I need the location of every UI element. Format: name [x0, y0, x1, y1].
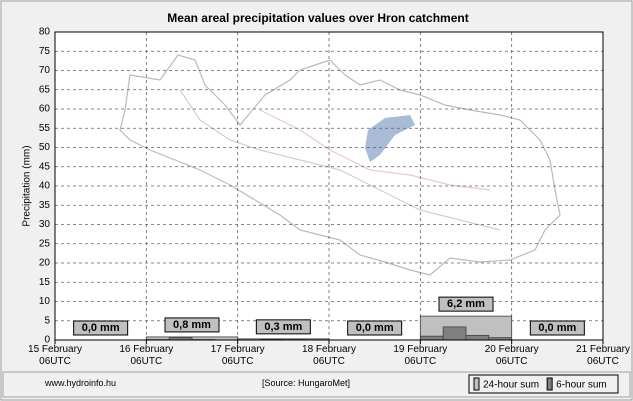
- x-tick-label: 21 February 06UTC: [576, 344, 630, 367]
- x-tick-label: 15 February 06UTC: [28, 344, 82, 367]
- value-label-box: [529, 320, 585, 336]
- y-tick-label: 75: [39, 46, 51, 57]
- x-tick-label: 20 February 06UTC: [484, 344, 539, 367]
- x-tick-label: 18 February 06UTC: [302, 344, 356, 367]
- x-tick-label: 19 February 06UTC: [393, 344, 448, 367]
- footer-left: www.hydroinfo.hu: [45, 378, 117, 388]
- x-tick-label: 16 February 06UTC: [119, 344, 174, 367]
- catchment-map: [119, 54, 561, 276]
- value-label-box: [438, 296, 494, 312]
- legend-label: 6-hour sum: [556, 380, 607, 391]
- value-label: 0,3 mm: [264, 321, 302, 333]
- bar: [442, 326, 467, 341]
- y-tick-label: 25: [39, 238, 51, 249]
- x-tick-label: 17 February 06UTC: [210, 344, 265, 367]
- y-tick-label: 55: [39, 123, 51, 134]
- legend-box: [468, 374, 619, 394]
- y-tick-label: 0: [44, 335, 50, 346]
- lake: [365, 115, 415, 162]
- legend-label: 24-hour sum: [483, 380, 539, 391]
- value-label: 6,2 mm: [447, 298, 485, 310]
- legend-swatch: [473, 377, 480, 391]
- legend-swatch: [546, 377, 553, 391]
- y-tick-label: 60: [39, 104, 51, 115]
- value-label: 0,8 mm: [173, 319, 211, 331]
- value-label: 0,0 mm: [82, 322, 120, 334]
- value-label-box: [347, 320, 403, 336]
- value-label: 0,0 mm: [356, 322, 394, 334]
- y-tick-label: 50: [39, 142, 51, 153]
- value-label: 0,0 mm: [538, 322, 576, 334]
- value-label-box: [255, 319, 311, 335]
- y-tick-label: 15: [39, 277, 51, 288]
- plot-area: [55, 32, 603, 340]
- bar: [465, 334, 490, 341]
- y-tick-label: 35: [39, 200, 51, 211]
- plot-border: [54, 31, 604, 341]
- value-label-box: [73, 320, 129, 336]
- y-tick-label: 20: [39, 258, 51, 269]
- y-tick-label: 10: [39, 296, 51, 307]
- y-tick-label: 70: [39, 65, 51, 76]
- y-axis-label: Precipitation (mm): [22, 145, 33, 226]
- y-tick-label: 45: [39, 161, 51, 172]
- y-tick-label: 65: [39, 84, 51, 95]
- y-tick-label: 40: [39, 181, 51, 192]
- bar: [419, 335, 444, 341]
- chart-title: Mean areal precipitation values over Hro…: [167, 11, 468, 25]
- footer-center: [Source: HungaroMet]: [262, 378, 351, 388]
- value-label-box: [164, 317, 220, 333]
- y-tick-label: 80: [39, 27, 51, 38]
- y-tick-label: 30: [39, 219, 51, 230]
- y-tick-label: 5: [44, 315, 50, 326]
